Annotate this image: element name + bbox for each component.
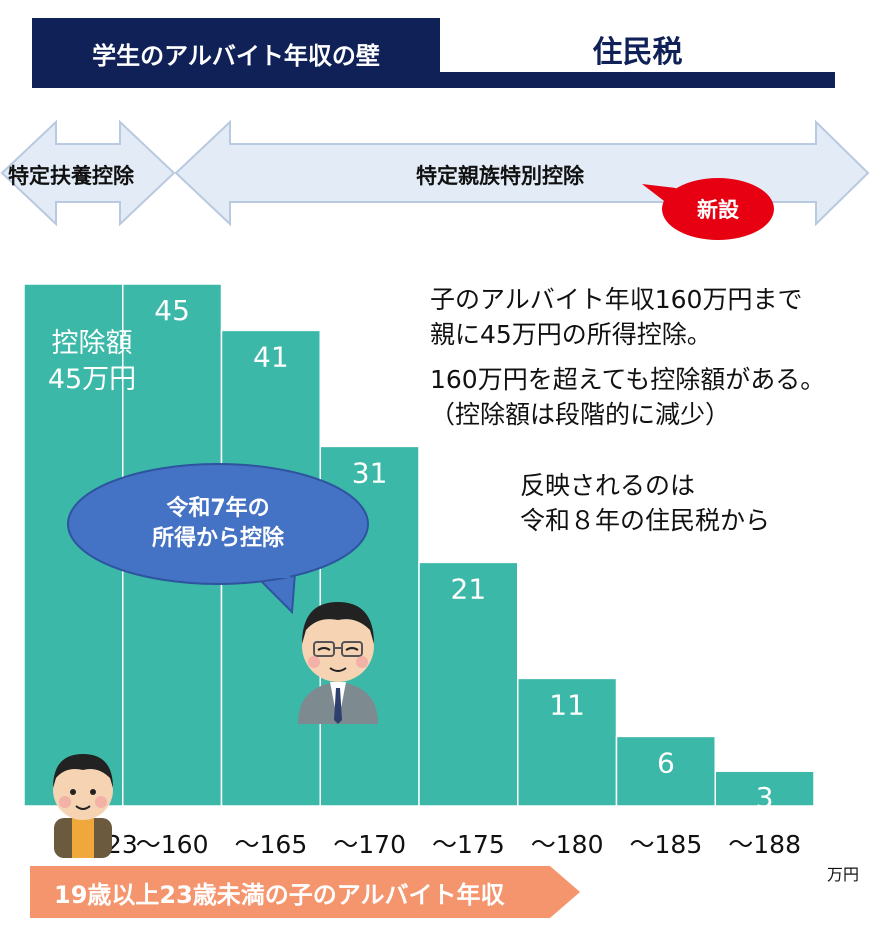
first-bar-label-line2: 45万円: [48, 364, 136, 395]
header-right-title: 住民税: [592, 35, 683, 70]
header-rule: [440, 72, 835, 88]
bar-value-label-2: 41: [253, 340, 289, 373]
bar-value-label-3: 31: [352, 456, 388, 489]
note-line-1: 子のアルバイト年収160万円まで: [430, 285, 803, 314]
bar-4: [418, 561, 519, 807]
bar-value-label-6: 6: [657, 746, 675, 779]
student-person-icon: [53, 754, 113, 858]
x-tick-label-4: 〜175: [432, 830, 505, 859]
bar-5: [517, 677, 618, 807]
new-badge: [662, 178, 774, 240]
bar-value-label-1: 45: [154, 294, 190, 327]
speech-bubble: [67, 463, 369, 585]
x-unit-label: 万円: [827, 865, 859, 884]
notes-block-3: 反映されるのは 令和８年の住民税から: [520, 468, 770, 538]
note-line-2: 親に45万円の所得控除。: [430, 320, 712, 349]
left-arrow-label: 特定扶養控除: [8, 164, 134, 188]
speech-bubble-joint: [240, 560, 290, 578]
footer-arrow: [30, 866, 580, 918]
notes-block-2: 160万円を超えても控除額がある。 （控除額は段階的に減少）: [430, 362, 825, 432]
bar-label-group: 45 41 31 21 11 6 3: [154, 294, 773, 814]
note-line-5: 反映されるのは: [520, 471, 696, 500]
salaryman-person-icon: [298, 602, 378, 724]
x-tick-label-3: 〜170: [333, 830, 406, 859]
bar-7: [714, 770, 815, 807]
x-tick-label-7: 〜188: [728, 830, 801, 859]
speech-bubble-line-1: 令和7年の: [166, 496, 270, 521]
x-tick-label-6: 〜185: [630, 830, 703, 859]
speech-bubble-text: 令和7年の 所得から控除: [98, 494, 338, 554]
x-tick-label-5: 〜180: [531, 830, 604, 859]
note-line-3: 160万円を超えても控除額がある。: [430, 365, 826, 394]
bar-value-label-5: 11: [549, 688, 585, 721]
x-tick-label-2: 〜165: [235, 830, 308, 859]
bar-6: [615, 735, 716, 807]
bar-value-label-7: 3: [756, 781, 774, 814]
note-line-4: （控除額は段階的に減少）: [430, 400, 731, 429]
new-badge-label: 新設: [697, 198, 740, 222]
left-double-arrow: [0, 119, 176, 227]
tick-label-group: 〜123〜160〜165〜170〜175〜180〜185〜188: [65, 830, 801, 859]
note-line-6: 令和８年の住民税から: [520, 506, 771, 535]
header-left-title: 学生のアルバイト年収の壁: [32, 18, 440, 88]
bar-value-label-4: 21: [451, 572, 487, 605]
x-tick-label-1: 〜160: [136, 830, 209, 859]
first-bar-label-line1: 控除額: [52, 328, 133, 359]
footer-label: 19歳以上23歳未満の子のアルバイト年収: [54, 880, 505, 909]
notes-block-1: 子のアルバイト年収160万円まで 親に45万円の所得控除。: [430, 282, 802, 352]
speech-bubble-line-2: 所得から控除: [151, 526, 284, 551]
right-arrow-label: 特定親族特別控除: [416, 164, 584, 188]
